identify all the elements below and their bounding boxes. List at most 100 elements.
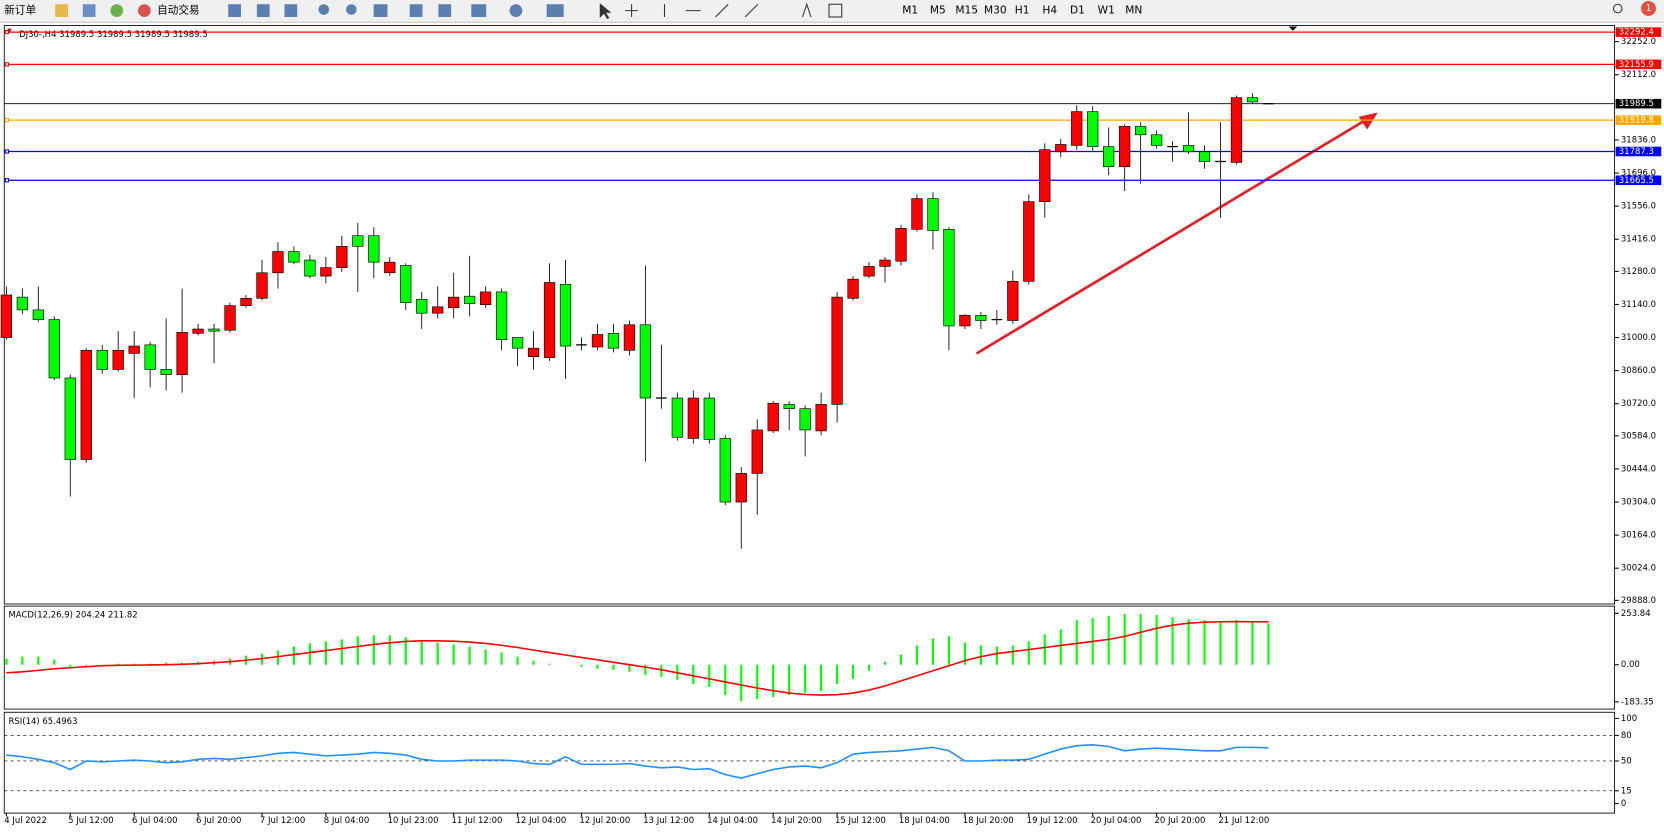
chart-tools [228,4,564,17]
line-tools[interactable] [663,3,759,18]
x-tick-label: 19 Jul 12:00 [1027,816,1078,826]
trend-arrow [975,119,1365,355]
candle-body [1103,146,1115,167]
macd-header: MACD(12,26,9) 204.24 211.82 [8,610,137,620]
x-tick-label: 8 Jul 04:00 [324,816,369,826]
y-tick-label: 30720.0 [1621,399,1656,409]
y-tick-label: 30444.0 [1621,464,1656,474]
candle-body [783,404,795,409]
candle-body [192,328,204,334]
crosshair-tool[interactable] [625,4,638,17]
candle-body [224,305,236,331]
tool-icon[interactable] [110,4,124,17]
level-label: 32292.4 [1619,28,1654,38]
search-icon[interactable] [1612,3,1623,14]
candle-body [80,349,92,460]
tool-icon[interactable] [409,4,423,17]
auto-trading-button[interactable]: 自动交易 [157,4,199,17]
candle-body [240,297,252,306]
tool-icon[interactable] [509,4,523,17]
auto-trading-icon[interactable] [137,4,151,17]
y-tick-label: 0 [1621,799,1626,809]
candle-body [64,377,76,460]
candle-body [368,235,380,263]
y-tick-label: 31000.0 [1621,333,1656,343]
candle-body [464,295,476,304]
y-tick-label: 29888.0 [1621,596,1656,606]
timeframe-button[interactable]: H1 [1015,4,1030,17]
current-price-label-box [1615,98,1662,109]
x-tick-label: 18 Jul 20:00 [963,816,1014,826]
zoom-out[interactable] [346,4,357,15]
level-label-box [1615,146,1662,157]
tool-icon[interactable] [82,4,96,17]
candle-body [0,294,12,338]
candle-body [927,198,939,231]
candle-body [384,261,396,274]
candle-body [32,309,44,320]
candle-body [671,397,683,438]
candle-body [1055,144,1067,153]
timeframe-button[interactable]: W1 [1098,4,1115,17]
candle-body [879,259,891,267]
rsi-header: RSI(14) 65.4963 [8,716,77,726]
y-tick-label: 50 [1621,756,1632,766]
y-tick-label: 30584.0 [1621,431,1656,441]
candle-body [144,344,156,370]
timeframe-button[interactable]: M15 [955,4,978,17]
ohlc-low: 31989.5 [135,29,170,39]
tool-icon[interactable] [373,4,388,17]
x-tick-label: 20 Jul 20:00 [1154,816,1205,826]
candle-body [863,266,875,277]
tool-icon[interactable] [471,4,487,17]
ohlc-open: 31989.5 [59,29,94,39]
candle-body [719,438,731,503]
candle-body [208,328,220,332]
level-handle [4,62,10,67]
cursor-tool[interactable] [599,3,612,20]
timeframe-button[interactable]: M1 [902,4,918,17]
candle-body [975,315,987,321]
tool-icon[interactable] [55,4,68,17]
trend-arrowhead [1358,112,1378,130]
y-tick-label: 31836.0 [1621,135,1656,145]
candle-body [703,397,715,440]
x-tick-label: 13 Jul 12:00 [643,816,694,826]
level-handle [4,149,10,154]
x-tick-label: 10 Jul 23:00 [388,816,439,826]
text-tool[interactable] [801,2,812,18]
timeframe-button[interactable]: H4 [1042,4,1057,17]
tool-icon[interactable] [284,4,298,17]
timeframe-button[interactable]: MN [1125,4,1142,17]
macd-title: MACD(12,26,9) [8,610,72,620]
timeframe-button[interactable]: M5 [930,4,946,17]
label-tool[interactable] [828,3,843,18]
timeframe-button[interactable]: M30 [984,4,1007,17]
timeframe-button[interactable]: D1 [1070,4,1085,17]
x-tick-label: 5 Jul 12:00 [68,816,113,826]
y-tick-label: 0.00 [1621,660,1640,670]
candle-body [1246,97,1259,103]
signal-value: 211.82 [108,610,138,620]
new-order-button[interactable]: 新订单 [4,4,36,17]
x-tick-label: 7 Jul 12:00 [260,816,305,826]
tool-icon[interactable] [546,4,564,17]
notification-badge[interactable] [1641,1,1656,16]
x-tick-label: 6 Jul 04:00 [132,816,177,826]
candle-body [1135,125,1147,136]
y-tick-label: 100 [1621,714,1637,724]
tool-icon[interactable] [438,4,452,17]
candle-body [751,429,763,474]
tool-icon[interactable] [256,4,270,17]
y-tick-label: -183.35 [1621,697,1654,707]
zoom-in[interactable] [318,4,330,15]
candle-body [527,347,540,358]
tool-icon[interactable] [228,4,241,17]
candle-body [607,332,620,349]
candle-body [1023,201,1035,282]
level-label: 31787.3 [1619,147,1654,157]
candle-body [511,337,524,349]
x-tick-label: 6 Jul 20:00 [196,816,241,826]
x-tick-label: 21 Jul 12:00 [1218,816,1269,826]
